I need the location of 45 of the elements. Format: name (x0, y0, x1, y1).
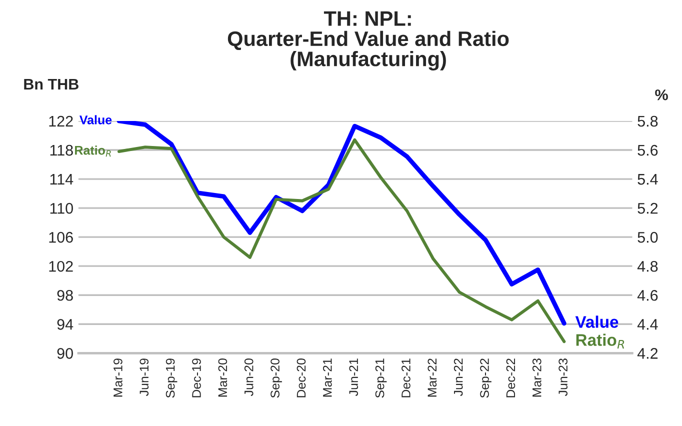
y2-tick-label: 4.4 (637, 319, 658, 330)
x-tick-label: Mar-23 (532, 358, 542, 397)
y-tick-label: 90 (57, 348, 73, 359)
y-tick-label: 110 (50, 202, 73, 214)
y2-tick-label: 4.8 (637, 260, 658, 272)
line-series (117, 138, 566, 344)
x-tick-label: Sep-19 (166, 358, 178, 398)
y2-tick-label: 5.2 (638, 202, 658, 214)
y2-tick-label: 5.4 (638, 174, 658, 185)
y2-tick-label: 4.2 (637, 348, 658, 359)
x-tick-label: Mar-19 (114, 358, 122, 397)
y-tick-label: 114 (50, 174, 74, 185)
x-tick-label: Dec-20 (296, 358, 306, 398)
y2-tick-label: 5.6 (638, 144, 658, 156)
x-tick-label: Mar-21 (322, 358, 332, 397)
x-tick-label: Jun-21 (349, 358, 358, 396)
x-tick-label: Jun-22 (454, 358, 463, 396)
x-tick-label: Jun-20 (244, 358, 254, 396)
y-tick-label: 106 (49, 232, 73, 243)
y2-tick-label: 4.6 (637, 290, 658, 301)
x-tick-label: Dec-22 (506, 358, 516, 398)
x-tick-label: Jun-23 (558, 358, 568, 396)
line-series (116, 120, 566, 326)
x-tick-label: Sep-22 (480, 358, 492, 398)
series-label: Value (79, 115, 112, 124)
x-tick-label: Dec-19 (192, 358, 201, 398)
x-tick-label: Jun-19 (140, 358, 149, 396)
x-tick-label: Dec-21 (402, 358, 410, 398)
series-label: Ratio$_{R}$ (75, 146, 111, 157)
y-tick-label: 94 (57, 319, 74, 330)
y-tick-label: 102 (49, 260, 73, 272)
text: Ratio$_{R}$ (576, 334, 624, 348)
x-tick-label: Sep-20 (270, 358, 282, 398)
text: Value (575, 316, 618, 328)
x-tick-label: Mar-20 (218, 358, 228, 397)
chart-title: TH: NPL: Quarter-End Value and Ratio (Manufacturing) (228, 11, 509, 71)
y2-axis-title: % (655, 89, 668, 100)
y-tick-label: 118 (50, 144, 73, 156)
x-tick-label: Sep-21 (375, 358, 387, 398)
y2-tick-label: 5.8 (638, 116, 658, 127)
y-tick-label: 98 (57, 290, 73, 301)
y2-tick-label: 5.0 (638, 232, 658, 243)
y-tick-label: 122 (49, 116, 73, 127)
x-tick-label: Mar-22 (428, 358, 437, 397)
y-axis-title: Bn THB (24, 78, 78, 90)
